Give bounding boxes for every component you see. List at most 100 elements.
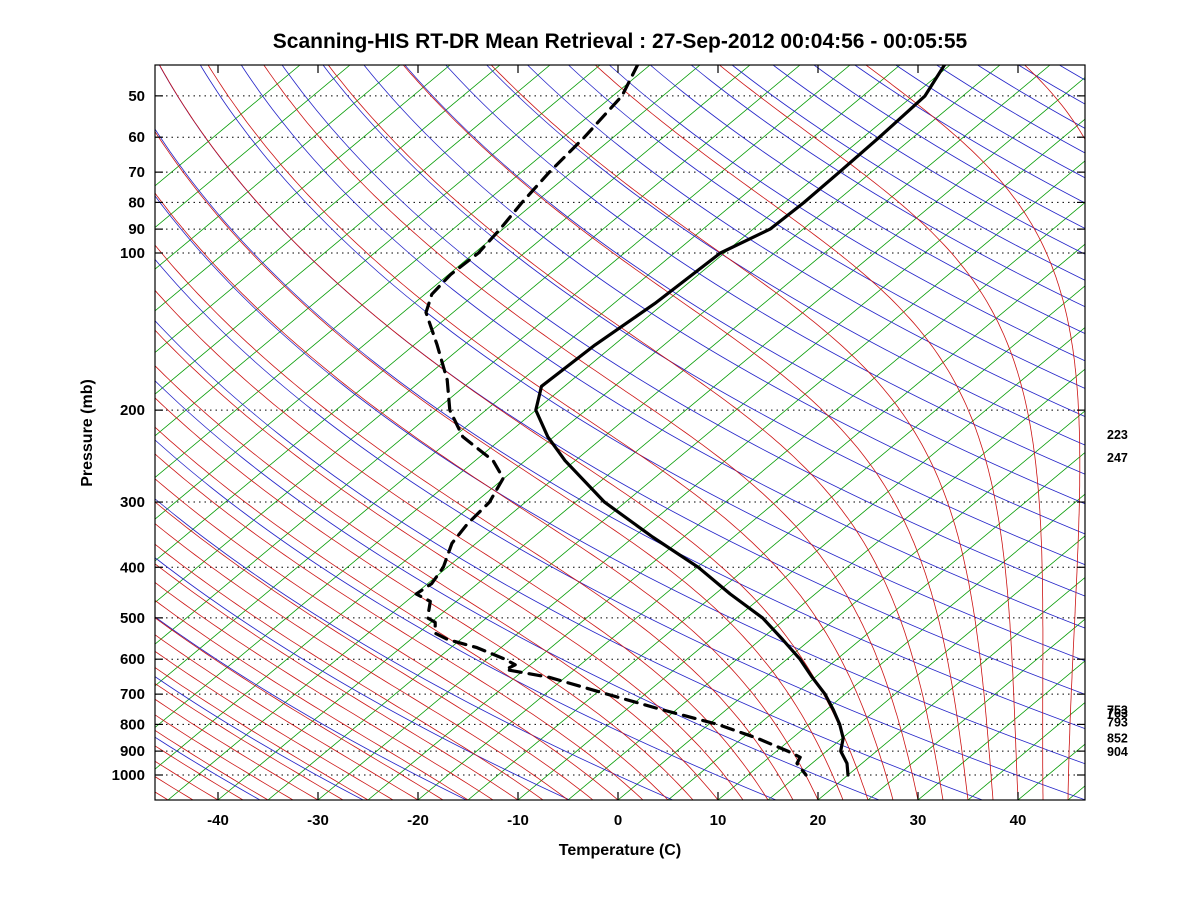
isotherm-line <box>155 65 551 395</box>
moist-adiabat-line <box>155 650 394 800</box>
tick-labels: -40 -30 -20 -10 0 10 20 30 40 50 60 70 80 90 100 200 300… <box>112 88 1027 829</box>
isotherm-line <box>155 65 1001 770</box>
moist-adiabat-line <box>155 365 719 800</box>
moist-adiabat-line <box>1168 65 1200 800</box>
y-tick-label: 200 <box>120 402 145 419</box>
level-annotation: 763 <box>1107 707 1128 721</box>
dry-adiabat-line <box>649 65 1085 334</box>
dry-adiabat-line <box>240 65 1085 629</box>
dry-adiabat-line <box>158 65 1085 695</box>
moist-adiabat-line <box>155 581 494 800</box>
x-tick-label: -20 <box>407 812 429 829</box>
x-tick-label: 10 <box>710 812 727 829</box>
isotherm-line <box>617 410 1085 800</box>
temperature-profile <box>534 65 947 777</box>
isotherm-line <box>367 201 1085 800</box>
isotherm-line <box>155 65 351 229</box>
moist-adiabat-line <box>155 130 844 800</box>
y-tick-label: 600 <box>120 651 145 668</box>
isotherm-line <box>217 76 1085 800</box>
moist-adiabat-line <box>155 667 369 800</box>
dry-adiabat-line <box>1136 62 1200 800</box>
isotherm-line <box>417 243 1085 800</box>
x-tick-label: -10 <box>507 812 529 829</box>
level-annotation: 223 <box>1107 428 1128 442</box>
x-tick-label: -30 <box>307 812 329 829</box>
sounding-profiles <box>414 65 947 777</box>
x-axis-label: Temperature (C) <box>558 842 682 859</box>
dry-adiabat-line <box>813 65 1085 229</box>
y-tick-label: 400 <box>120 559 145 576</box>
moist-adiabat-line <box>1193 65 1200 800</box>
isotherm-line <box>155 65 901 687</box>
dry-adiabat-line <box>155 676 364 800</box>
dry-adiabat-line <box>731 65 1085 281</box>
isotherm-line <box>155 65 951 729</box>
moist-adiabat-line <box>0 65 93 800</box>
isotherm-line <box>155 65 601 437</box>
dry-adiabat-line <box>155 320 983 800</box>
y-tick-label: 90 <box>128 221 145 238</box>
axes-frame <box>154 64 1086 801</box>
x-tick-label: 40 <box>1010 812 1027 829</box>
isotherm-line <box>155 65 451 312</box>
dry-adiabat-line <box>155 195 1085 765</box>
isotherm-line <box>155 65 301 187</box>
moist-adiabat-line <box>155 244 794 800</box>
y-tick-label: 70 <box>128 164 145 181</box>
moist-adiabat-line <box>490 65 994 800</box>
isotherm-line <box>517 326 1085 800</box>
moist-adiabat-line <box>155 289 769 800</box>
dry-adiabat-line <box>363 65 1085 535</box>
moist-adiabat-line <box>155 714 294 800</box>
dry-adiabat-line <box>155 616 467 800</box>
isotherm-line <box>917 660 1085 800</box>
level-annotation: 852 <box>1107 732 1128 746</box>
dry-adiabat-line <box>608 65 1085 362</box>
moist-adiabat-line <box>155 523 569 800</box>
dewpoint-profile <box>414 65 808 777</box>
dry-adiabat-line <box>155 258 1085 800</box>
isotherm-line <box>667 451 1085 800</box>
y-tick-label: 900 <box>120 743 145 760</box>
dry-adiabat-line <box>155 498 673 800</box>
y-tick-label: 500 <box>120 610 145 627</box>
isotherm-line <box>867 618 1085 800</box>
moist-adiabat-line <box>207 65 894 800</box>
y-tick-label: 50 <box>128 88 145 105</box>
moist-adiabat-line <box>865 65 1081 800</box>
dry-adiabat-line <box>445 65 1085 475</box>
dry-adiabat-line <box>155 128 1085 730</box>
dry-adiabat-line <box>155 439 777 800</box>
isotherm-line <box>467 285 1085 800</box>
dry-adiabat-line <box>1177 62 1200 800</box>
level-annotation: 904 <box>1107 745 1128 759</box>
dry-adiabat-line <box>322 65 1085 566</box>
dry-adiabat-line <box>567 65 1085 389</box>
y-tick-label: 100 <box>120 245 145 262</box>
moist-adiabat-line <box>0 65 18 800</box>
isotherm-line <box>155 65 801 604</box>
isotherm-line <box>155 65 651 479</box>
y-tick-label: 1000 <box>112 767 145 784</box>
moist-adiabat-line <box>155 329 744 800</box>
moist-adiabat-line <box>263 65 919 800</box>
y-tick-label: 80 <box>128 194 145 211</box>
isotherm-line <box>155 65 401 270</box>
isotherm-line <box>717 493 1085 800</box>
moist-adiabat-line <box>155 634 419 800</box>
level-annotation: 793 <box>1107 715 1128 729</box>
moist-adiabat-line <box>155 563 519 800</box>
isotherm-line <box>767 535 1085 800</box>
moist-adiabat-line <box>155 501 594 800</box>
x-tick-label: 0 <box>614 812 622 829</box>
dry-adiabat-line <box>155 380 880 800</box>
moist-adiabat-line <box>155 617 444 800</box>
moist-adiabat-line <box>155 543 544 800</box>
x-tick-label: 30 <box>910 812 927 829</box>
isotherm-line <box>267 118 1085 800</box>
x-tick-label: -40 <box>207 812 229 829</box>
dry-adiabat-line <box>772 65 1085 255</box>
